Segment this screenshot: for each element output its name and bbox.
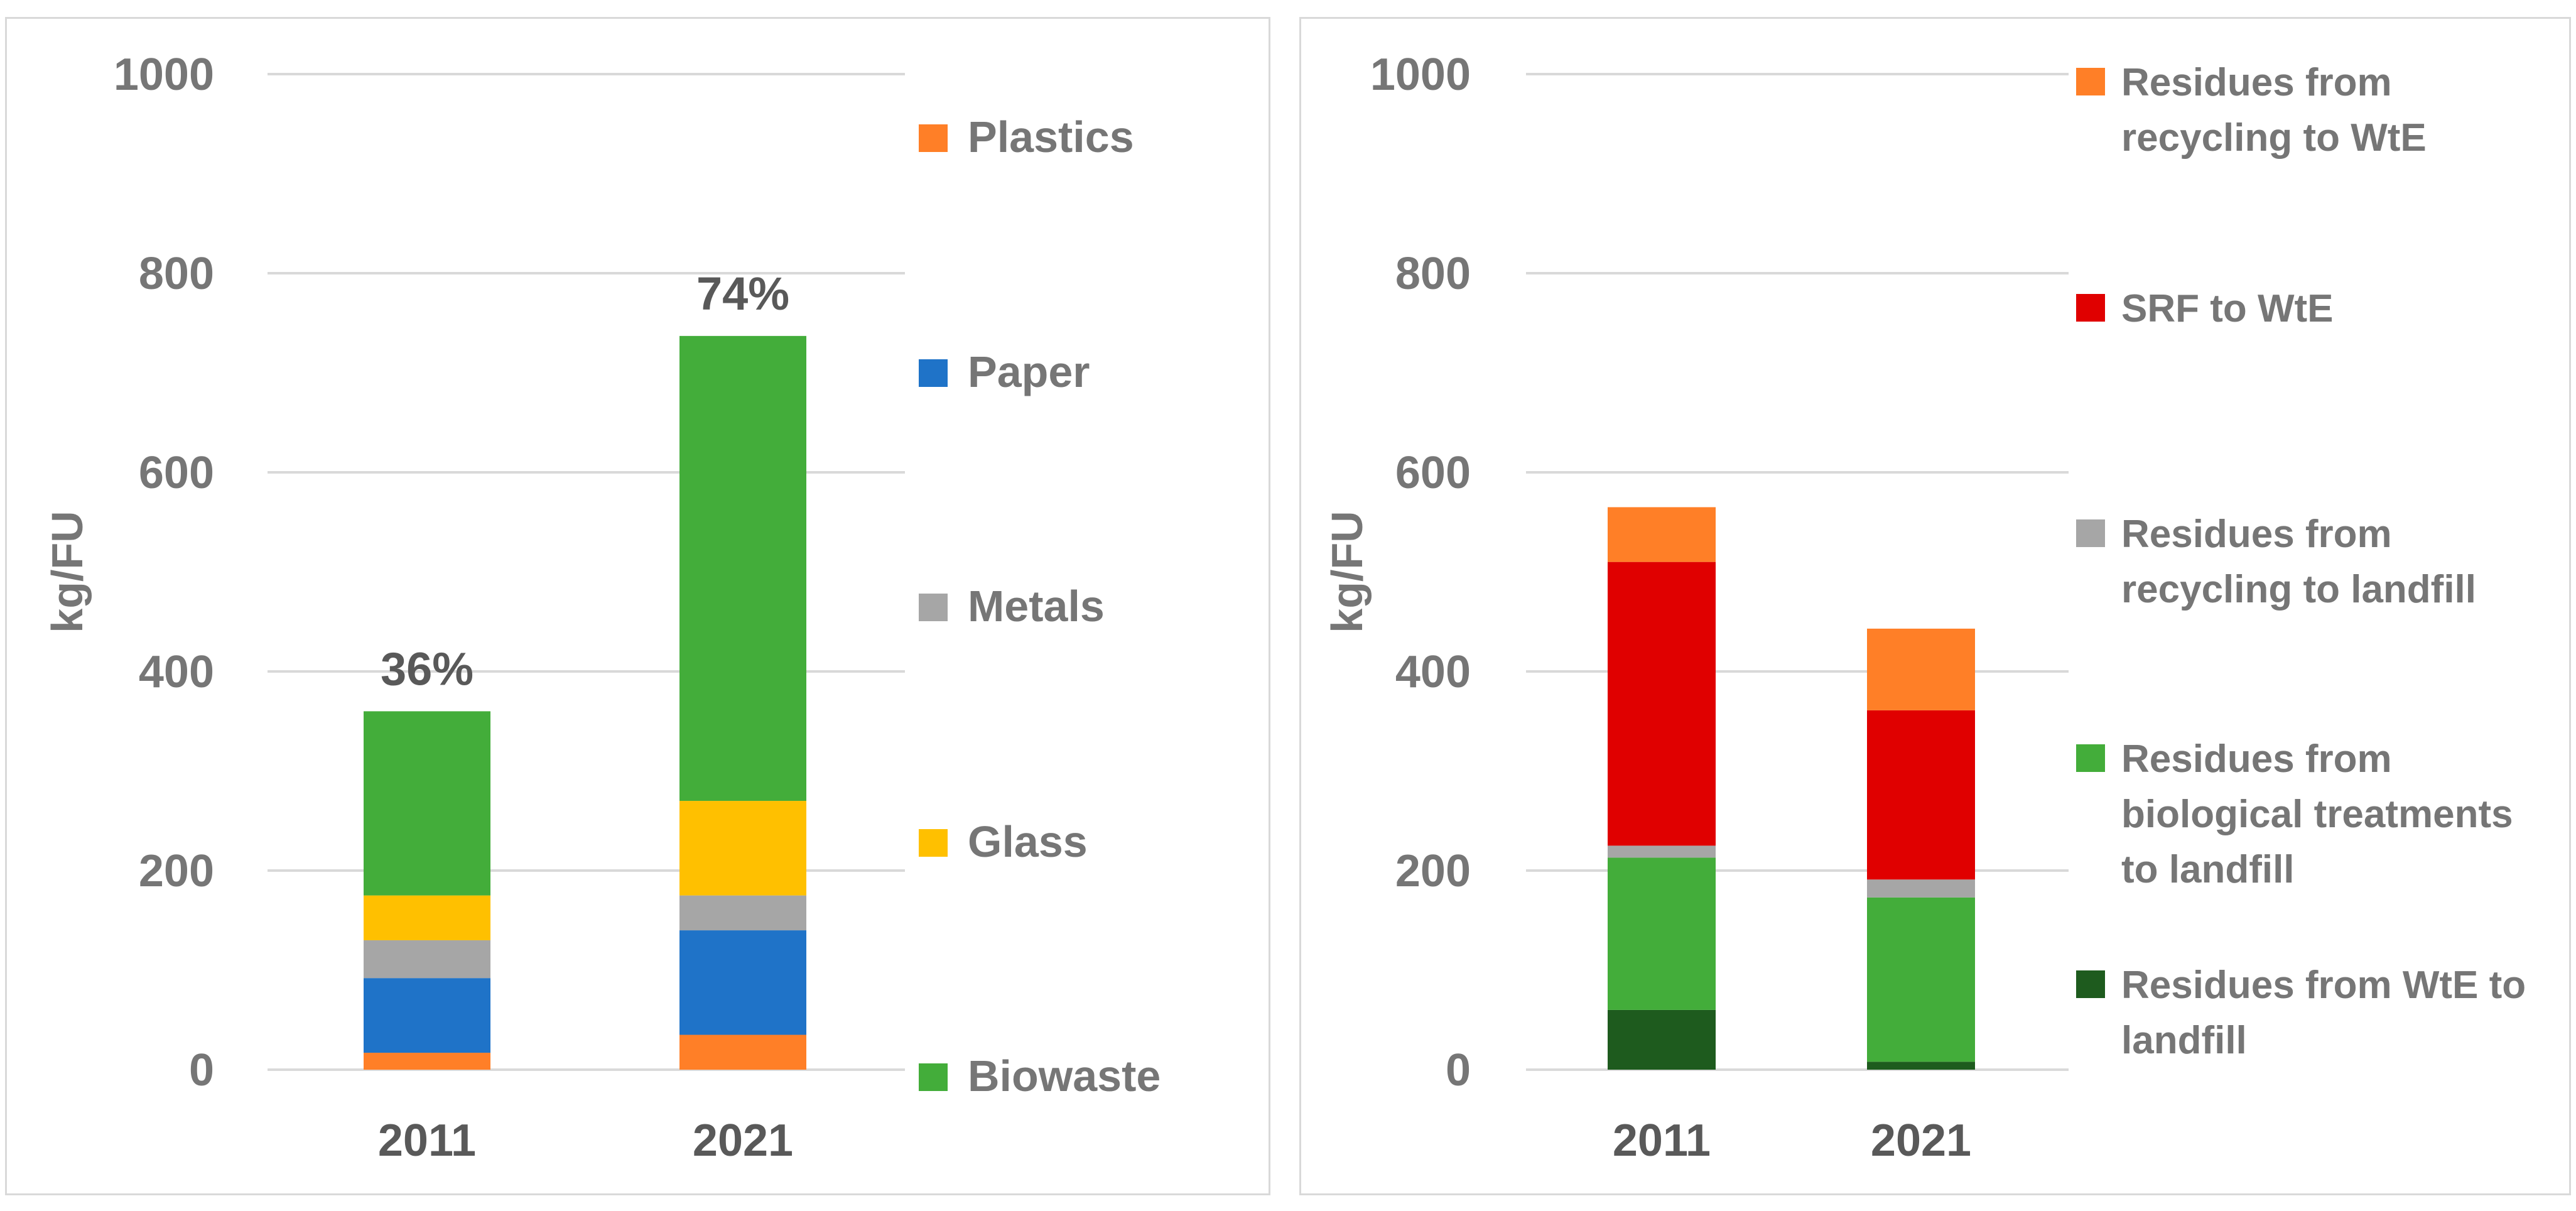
bar-percentage-label: 74% xyxy=(696,268,789,320)
bar-segment-plastics-2021 xyxy=(679,1035,806,1070)
bar-segment-residues-from-recycling-to-wte-2011 xyxy=(1608,507,1716,562)
y-tick-label: 800 xyxy=(1395,249,1471,299)
y-axis-label: kg/FU xyxy=(1323,511,1372,633)
y-tick-label: 800 xyxy=(139,249,214,299)
legend-label: recycling to landfill xyxy=(2121,568,2476,611)
bar-segment-residues-from-wte-to-landfill-2021 xyxy=(1867,1062,1975,1070)
right-chart: 0 200 400 600 800 1000 kg/FU 2011 2021 Residues f… xyxy=(1323,50,2526,1166)
legend-swatch xyxy=(2076,519,2105,547)
legend-label: SRF to WtE xyxy=(2121,287,2334,330)
legend-swatch xyxy=(919,124,948,152)
legend-swatch xyxy=(2076,744,2105,772)
y-tick-label: 0 xyxy=(1446,1045,1471,1095)
bar-segment-paper-2021 xyxy=(679,930,806,1035)
y-tick-label: 400 xyxy=(139,647,214,697)
bar-segment-glass-2021 xyxy=(679,801,806,896)
legend-swatch xyxy=(919,359,948,387)
bar-segment-metals-2021 xyxy=(679,895,806,931)
bar-segment-plastics-2011 xyxy=(364,1053,490,1070)
bar-segment-residues-from-recycling-to-landfill-2011 xyxy=(1608,845,1716,858)
bar-percentage-label: 36% xyxy=(381,643,474,695)
x-category-label: 2011 xyxy=(378,1116,476,1166)
y-tick-label: 200 xyxy=(139,846,214,896)
bar-segment-biowaste-2011 xyxy=(364,711,490,896)
left-chart: 0 200 400 600 800 1000 kg/FU 2011 36% 2021 74% Plas… xyxy=(43,50,1161,1166)
y-tick-label: 1000 xyxy=(114,50,214,100)
legend-label: Plastics xyxy=(968,112,1134,161)
y-tick-label: 1000 xyxy=(1370,50,1471,100)
x-category-label: 2021 xyxy=(693,1116,793,1166)
legend-label: Residues from xyxy=(2121,737,2392,781)
bar-segment-residues-from-biological-treatments-to-landfill-2021 xyxy=(1867,897,1975,1062)
legend-swatch xyxy=(919,1063,948,1091)
right-chart-panel: 0 200 400 600 800 1000 kg/FU 2011 2021 Residues f… xyxy=(1299,17,2571,1195)
legend-label: recycling to WtE xyxy=(2121,116,2427,160)
legend-label: landfill xyxy=(2121,1019,2247,1062)
bar-segment-residues-from-biological-treatments-to-landfill-2011 xyxy=(1608,857,1716,1010)
legend-label: Residues from xyxy=(2121,61,2392,104)
bar-segment-residues-from-recycling-to-landfill-2021 xyxy=(1867,879,1975,898)
legend-label: Residues from xyxy=(2121,513,2392,556)
legend-label: Metals xyxy=(968,582,1105,631)
y-axis-label: kg/FU xyxy=(43,511,92,633)
y-tick-label: 200 xyxy=(1395,846,1471,896)
legend-swatch xyxy=(919,594,948,621)
bar-segment-srf-to-wte-2021 xyxy=(1867,710,1975,880)
legend-label: Glass xyxy=(968,817,1088,866)
x-category-label: 2011 xyxy=(1613,1116,1711,1166)
legend-label: Biowaste xyxy=(968,1051,1161,1100)
y-tick-label: 400 xyxy=(1395,647,1471,697)
y-tick-label: 0 xyxy=(189,1045,214,1095)
bar-segment-metals-2011 xyxy=(364,940,490,979)
legend-swatch xyxy=(2076,970,2105,998)
bar-segment-paper-2011 xyxy=(364,978,490,1053)
legend-swatch xyxy=(919,829,948,857)
bar-segment-residues-from-recycling-to-wte-2021 xyxy=(1867,628,1975,710)
legend-swatch xyxy=(2076,68,2105,95)
bar-segment-srf-to-wte-2011 xyxy=(1608,562,1716,846)
legend-label: to landfill xyxy=(2121,848,2295,891)
legend-swatch xyxy=(2076,294,2105,322)
legend-label: Residues from WtE to xyxy=(2121,964,2526,1007)
bar-segment-residues-from-wte-to-landfill-2011 xyxy=(1608,1009,1716,1070)
y-tick-label: 600 xyxy=(1395,448,1471,498)
bar-segment-glass-2011 xyxy=(364,895,490,940)
y-tick-label: 600 xyxy=(139,448,214,498)
legend-label: biological treatments xyxy=(2121,793,2513,836)
x-category-label: 2021 xyxy=(1871,1116,1971,1166)
bar-segment-biowaste-2021 xyxy=(679,335,806,801)
legend-label: Paper xyxy=(968,347,1090,396)
left-chart-panel: 0 200 400 600 800 1000 kg/FU 2011 36% 2021 74% Plas… xyxy=(5,17,1270,1195)
